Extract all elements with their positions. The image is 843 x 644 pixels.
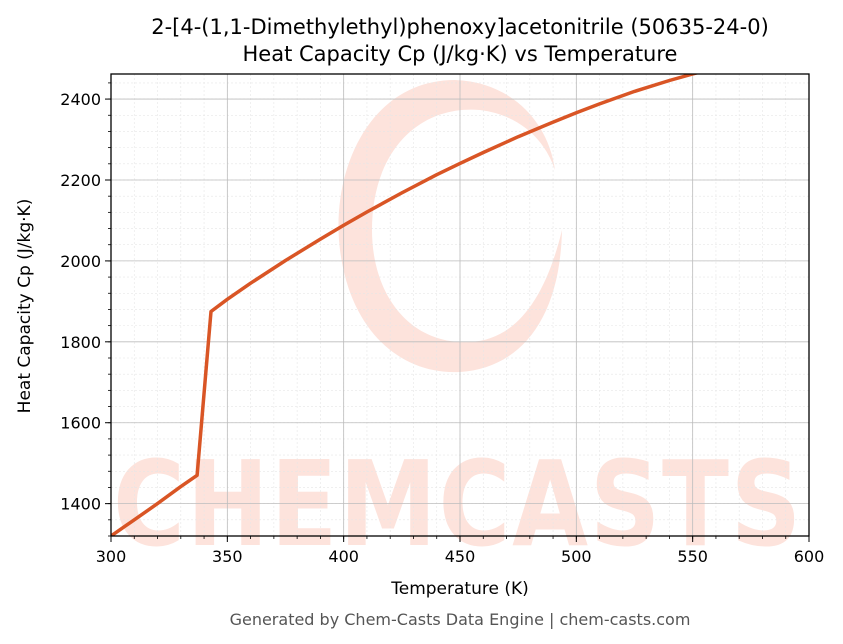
y-tick-label: 2000	[60, 252, 101, 271]
watermark-logo-swirl	[338, 80, 562, 373]
y-axis-label: Heat Capacity Cp (J/kg·K)	[15, 199, 35, 414]
major-grid	[110, 74, 810, 536]
y-tick-label: 1800	[60, 333, 101, 352]
chart-title: 2-[4-(1,1-Dimethylethyl)phenoxy]acetonit…	[151, 15, 769, 39]
y-ticks: 1400 1600 1800 2000 2200 2400	[60, 82, 111, 537]
x-tick-label: 400	[328, 547, 359, 566]
x-axis-label: Temperature (K)	[390, 579, 529, 599]
y-tick-label: 1400	[60, 495, 101, 514]
x-tick-label: 550	[677, 547, 708, 566]
x-ticks: 300 350 400 450 500 550 600	[96, 536, 825, 566]
x-tick-label: 350	[212, 547, 243, 566]
x-tick-label: 450	[445, 547, 476, 566]
y-tick-label: 1600	[60, 414, 101, 433]
x-tick-label: 300	[96, 547, 127, 566]
footer-credit: Generated by Chem-Casts Data Engine | ch…	[230, 610, 691, 629]
y-tick-label: 2200	[60, 171, 101, 190]
x-tick-label: 500	[561, 547, 592, 566]
series-line	[111, 74, 700, 536]
watermark: CHEMCASTS	[113, 80, 801, 573]
x-tick-label: 600	[794, 547, 825, 566]
y-tick-label: 2400	[60, 90, 101, 109]
chart-subtitle: Heat Capacity Cp (J/kg·K) vs Temperature	[243, 42, 678, 66]
plot-frame	[110, 73, 810, 537]
